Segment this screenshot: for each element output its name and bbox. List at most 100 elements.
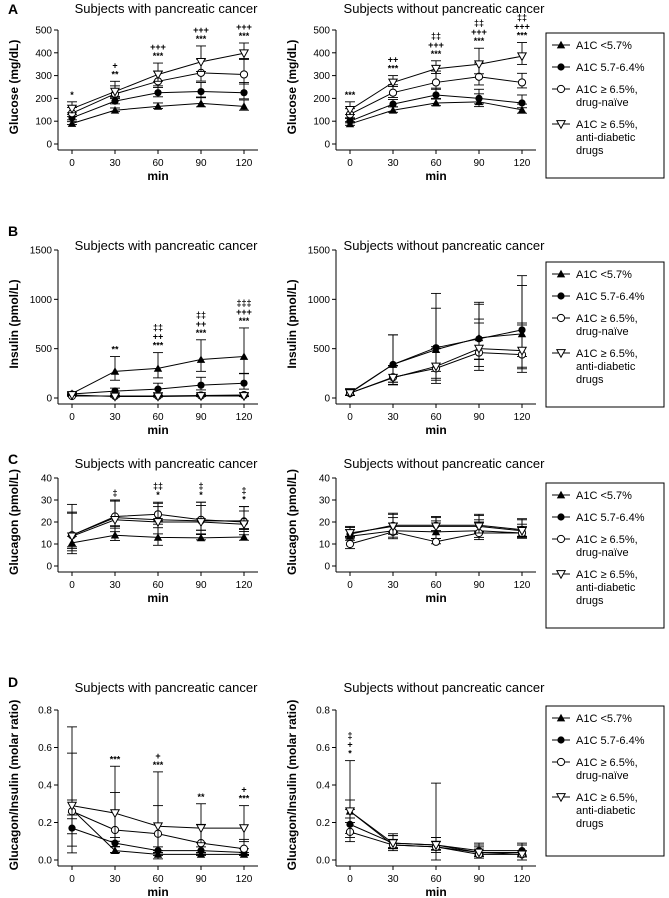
legend-item: A1C 5.7-6.4% <box>552 735 645 747</box>
data-point <box>516 526 528 537</box>
significance-mark: ‡ <box>112 488 117 498</box>
data-point <box>153 533 163 541</box>
x-axis-label: min <box>425 169 446 183</box>
significance-mark: *** <box>474 36 485 46</box>
data-point <box>388 106 398 114</box>
chart-panel-b-with: B Subjects with pancreatic cancer 0 500 1000… <box>7 223 258 437</box>
legend-item: A1C <5.7% <box>552 713 632 725</box>
y-axis-label: Glucagon (pmol/L) <box>285 469 299 575</box>
x-tick-label: 60 <box>152 412 164 423</box>
significance-mark: * <box>70 90 74 100</box>
data-point <box>66 391 78 401</box>
data-point <box>430 522 442 532</box>
x-tick-label: 0 <box>347 412 353 423</box>
legend-label: A1C ≥ 6.5%, <box>576 119 638 131</box>
y-tick-label: 100 <box>313 117 330 128</box>
data-point <box>239 102 249 110</box>
y-tick-label: 500 <box>35 26 52 37</box>
significance-mark: ++ <box>153 332 164 342</box>
x-tick-label: 60 <box>152 158 164 169</box>
data-point <box>430 64 442 74</box>
x-tick-label: 120 <box>236 158 253 169</box>
legend-marker <box>556 313 566 323</box>
chart-panel-a-with: A Subjects with pancreatic cancer 0 100 200 3… <box>7 1 258 183</box>
panel-label: C <box>8 451 18 467</box>
legend-marker <box>557 736 565 744</box>
significance-mark: ‡‡ <box>196 310 206 320</box>
data-point <box>432 91 440 99</box>
data-point <box>197 381 205 389</box>
data-point <box>473 60 485 70</box>
data-point <box>238 49 250 59</box>
y-tick-label: 200 <box>35 94 52 105</box>
x-axis-label: min <box>425 423 446 437</box>
y-tick-label: 0 <box>324 562 330 573</box>
data-point <box>110 106 120 114</box>
significance-mark: ** <box>197 792 205 802</box>
data-point <box>152 518 164 528</box>
data-point <box>345 539 355 549</box>
legend-item: A1C ≥ 6.5%,drug-naïve <box>552 84 638 109</box>
panel-title: Subjects without pancreatic cancer <box>344 238 546 253</box>
data-point <box>344 389 356 399</box>
significance-mark: ‡‡ <box>153 481 163 491</box>
data-point <box>387 839 399 849</box>
panel-title: Subjects with pancreatic cancer <box>75 238 258 253</box>
legend-label: A1C 5.7-6.4% <box>576 735 645 747</box>
x-tick-label: 30 <box>387 580 399 591</box>
y-axis-label: Glucagon/Insulin (molar ratio) <box>285 700 299 871</box>
data-point <box>517 105 527 114</box>
y-tick-label: 30 <box>41 496 53 507</box>
data-point <box>346 117 354 125</box>
series-tri-down-open <box>66 42 250 114</box>
legend-marker <box>556 40 566 49</box>
legend-d: A1C <5.7%A1C 5.7-6.4%A1C ≥ 6.5%,drug-naï… <box>545 705 665 857</box>
data-point <box>153 102 163 110</box>
significance-mark: * <box>242 495 246 505</box>
x-axis-label: min <box>147 423 168 437</box>
legend-label: drugs <box>576 595 604 607</box>
significance-mark: *** <box>110 754 121 764</box>
data-point <box>430 362 442 372</box>
legend-label: drug-naïve <box>576 326 629 338</box>
data-point <box>110 367 120 375</box>
x-tick-label: 60 <box>430 412 442 423</box>
legend-label: drugs <box>576 374 604 386</box>
y-tick-label: 500 <box>313 344 330 355</box>
data-point <box>152 392 164 402</box>
x-tick-label: 30 <box>387 412 399 423</box>
x-tick-label: 120 <box>514 874 531 885</box>
data-point <box>153 364 163 372</box>
y-tick-label: 1000 <box>308 295 331 306</box>
data-point <box>387 78 399 88</box>
y-tick-label: 1500 <box>30 246 53 257</box>
legend-label: anti-diabetic <box>576 361 636 373</box>
data-point <box>516 346 528 356</box>
y-tick-label: 1500 <box>308 246 331 257</box>
x-tick-label: 30 <box>109 412 121 423</box>
x-tick-label: 60 <box>430 874 442 885</box>
x-tick-label: 90 <box>195 158 207 169</box>
x-tick-label: 90 <box>195 580 207 591</box>
significance-mark: *** <box>517 31 528 41</box>
significance-mark: ‡‡ <box>474 18 484 28</box>
data-point <box>238 824 250 834</box>
y-tick-label: 0.0 <box>38 856 52 867</box>
y-tick-label: 40 <box>41 474 53 485</box>
data-point <box>152 822 164 832</box>
data-point <box>344 105 356 116</box>
chart-panel-d-without: Subjects without pancreatic cancer 0.0 0.2… <box>285 680 545 898</box>
panel-title: Subjects without pancreatic cancer <box>344 1 546 16</box>
significance-mark: +++ <box>150 42 166 52</box>
panel-title: Subjects with pancreatic cancer <box>75 1 258 16</box>
y-tick-label: 500 <box>35 344 52 355</box>
data-point <box>475 94 483 102</box>
legend-label: A1C <5.7% <box>576 269 632 281</box>
legend-label: A1C <5.7% <box>576 40 632 52</box>
data-point <box>473 848 485 858</box>
x-tick-label: 0 <box>69 580 75 591</box>
chart-panel-d-with: D Subjects with pancreatic cancer 0.0 0.2 0.… <box>7 674 258 898</box>
x-tick-label: 30 <box>109 158 121 169</box>
x-tick-label: 0 <box>69 412 75 423</box>
